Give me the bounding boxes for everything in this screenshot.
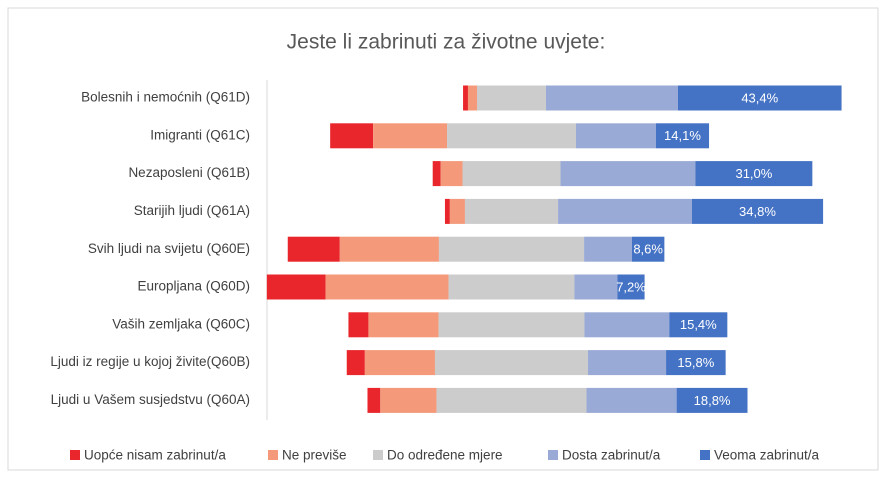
legend-label: Veoma zabrinut/a — [714, 448, 820, 463]
value-label: 8,6% — [633, 242, 663, 257]
category-label: Svih ljudi na svijetu (Q60E) — [88, 241, 250, 256]
bar-segment — [574, 274, 618, 300]
bar-segment — [655, 123, 710, 149]
bar-segment — [448, 274, 575, 300]
category-label: Ljudi u Vašem susjedstvu (Q60A) — [51, 392, 250, 407]
value-label: 34,8% — [739, 204, 776, 219]
bar-segment — [584, 312, 670, 338]
bar-segment — [325, 274, 449, 300]
bar-segment — [380, 387, 437, 413]
value-label: 7,2% — [616, 279, 646, 294]
legend-swatch — [373, 450, 383, 460]
legend-label: Ne previše — [282, 448, 347, 463]
bar-segment — [676, 387, 748, 413]
bar-segment — [462, 161, 561, 187]
legend-swatch — [70, 450, 80, 460]
category-label: Europljana (Q60D) — [137, 279, 250, 294]
category-label: Nezaposleni (Q61B) — [128, 165, 250, 180]
value-label: 31,0% — [735, 166, 772, 181]
bar-segment — [348, 312, 369, 338]
bar-segment — [436, 387, 587, 413]
legend-swatch — [548, 450, 558, 460]
bar-segment — [434, 350, 589, 376]
bar-segment — [266, 274, 326, 300]
legend-swatch — [268, 450, 278, 460]
bar-segment — [449, 198, 465, 224]
category-label: Vaših zemljaka (Q60C) — [112, 316, 250, 331]
chart-title: Jeste li zabrinuti za životne uvjete: — [287, 31, 606, 54]
value-label: 15,4% — [680, 317, 717, 332]
bar-segment — [617, 274, 645, 300]
bar-segment — [367, 387, 381, 413]
bar-segment — [477, 85, 546, 111]
bar-segment — [463, 85, 468, 111]
bar-segment — [558, 198, 692, 224]
bar-segment — [438, 236, 585, 262]
category-label: Bolesnih i nemoćnih (Q61D) — [81, 90, 250, 105]
bar-segment — [373, 123, 448, 149]
bar-segment — [432, 161, 441, 187]
value-label: 15,8% — [677, 355, 714, 370]
category-label: Imigranti (Q61C) — [150, 127, 250, 142]
bar-segment — [444, 198, 450, 224]
bar-segment — [368, 312, 439, 338]
bar-segment — [584, 236, 632, 262]
legend-label: Do određene mjere — [387, 448, 503, 463]
legend-swatch — [700, 450, 710, 460]
bar-segment — [339, 236, 439, 262]
bar-segment — [560, 161, 696, 187]
category-label: Ljudi iz regije u kojoj živite(Q60B) — [50, 354, 250, 369]
value-label: 14,1% — [664, 128, 701, 143]
bar-segment — [364, 350, 435, 376]
value-label: 43,4% — [741, 90, 778, 105]
bar-segment — [545, 85, 678, 111]
bar-segment — [586, 387, 677, 413]
bar-segment — [447, 123, 576, 149]
bar-segment — [695, 161, 813, 187]
value-label: 18,8% — [694, 393, 731, 408]
bar-segment — [330, 123, 374, 149]
legend-label: Dosta zabrinut/a — [562, 448, 661, 463]
category-label: Starijih ljudi (Q61A) — [134, 203, 250, 218]
bar-segment — [440, 161, 463, 187]
bar-segment — [575, 123, 656, 149]
bar-segment — [631, 236, 665, 262]
legend-label: Uopće nisam zabrinut/a — [84, 448, 226, 463]
bar-segment — [669, 312, 728, 338]
bar-segment — [438, 312, 585, 338]
bar-segment — [691, 198, 824, 224]
bar-segment — [287, 236, 340, 262]
bar-segment — [346, 350, 365, 376]
bar-segment — [467, 85, 478, 111]
bar-segment — [464, 198, 559, 224]
bar-segment — [666, 350, 726, 376]
bar-segment — [588, 350, 667, 376]
bar-segment — [677, 85, 842, 111]
